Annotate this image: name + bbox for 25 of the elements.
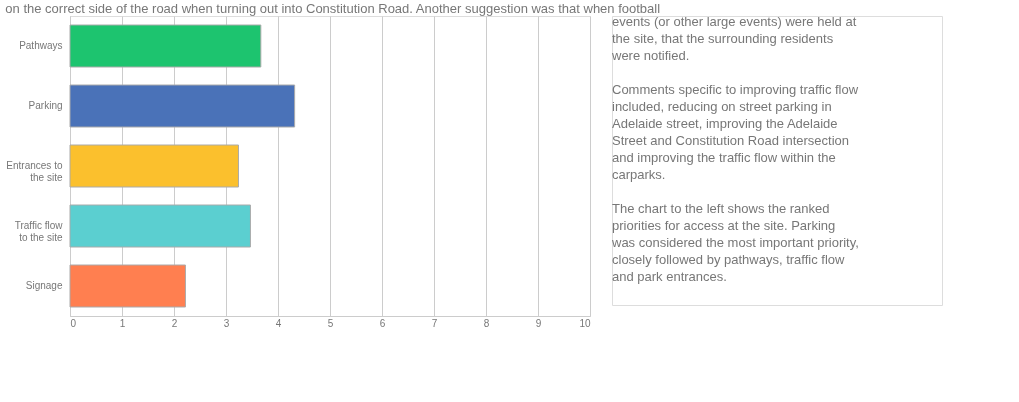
bar — [69, 204, 251, 248]
x-tick-label: 2 — [171, 317, 178, 329]
y-tick-label: Pathways — [19, 40, 63, 51]
y-tick-label: Signage — [25, 280, 63, 291]
y-tick-label: Entrances to the site — [6, 160, 63, 183]
y-tick-label: Parking — [28, 100, 63, 111]
x-tick-label: 9 — [535, 317, 542, 329]
y-tick-label: Traffic flow to the site — [14, 220, 64, 243]
x-tick-label: 1 — [119, 317, 126, 329]
x-tick-label: 10 — [579, 317, 591, 329]
x-tick-label: 5 — [327, 317, 334, 329]
text: on the correct side of the road when turning out into Constitution Road. Another suggestion was that when football — [5, 0, 661, 16]
x-tick-label: 6 — [379, 317, 386, 329]
x-tick-label: 8 — [483, 317, 490, 329]
x-tick-label: 0 — [70, 317, 77, 329]
x-tick-label: 4 — [275, 317, 282, 329]
text: Comments specific to improving traffic flow included, reducing on street parking in Adelaide street, improving the Adelaide Street and Constitution Road intersection and improving the traffic flow within the carparks. — [612, 82, 859, 182]
bar — [69, 144, 239, 188]
bar — [69, 24, 262, 68]
text: events (or other large events) were held at the site, that the surrounding residents were notified. — [611, 14, 857, 63]
x-tick-label: 7 — [431, 317, 438, 329]
bar — [69, 84, 296, 128]
text: The chart to the left shows the ranked priorities for access at the site. Parking was considered the most important priority, closely followed by pathways, traffic flow and park entrances. — [611, 201, 859, 284]
bar — [69, 264, 186, 308]
x-tick-label: 3 — [223, 317, 230, 329]
